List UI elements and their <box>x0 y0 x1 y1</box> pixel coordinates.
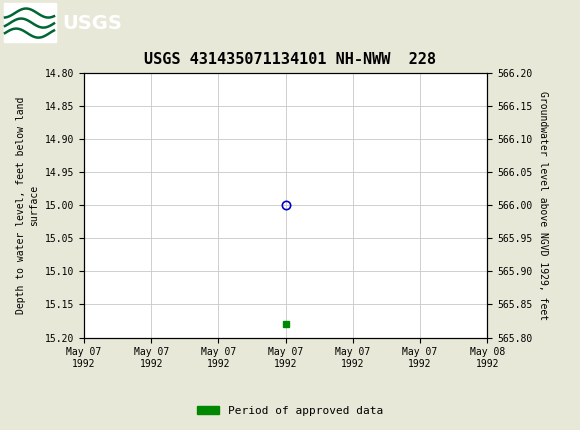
Text: USGS 431435071134101 NH-NWW  228: USGS 431435071134101 NH-NWW 228 <box>144 52 436 68</box>
Legend: Period of approved data: Period of approved data <box>193 401 387 420</box>
Y-axis label: Groundwater level above NGVD 1929, feet: Groundwater level above NGVD 1929, feet <box>538 91 548 320</box>
Y-axis label: Depth to water level, feet below land
surface: Depth to water level, feet below land su… <box>16 97 39 314</box>
FancyBboxPatch shape <box>4 3 56 42</box>
Text: USGS: USGS <box>62 14 122 33</box>
